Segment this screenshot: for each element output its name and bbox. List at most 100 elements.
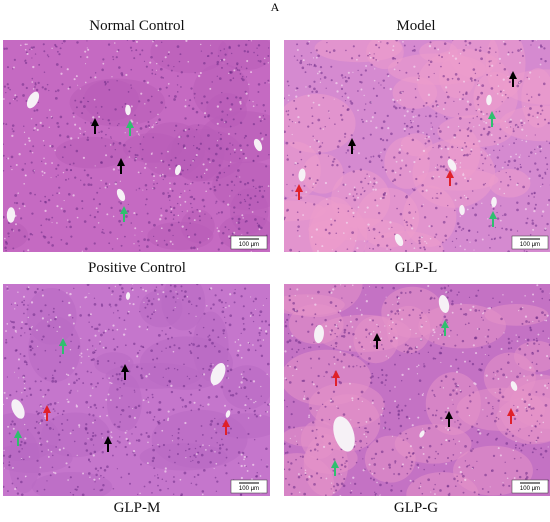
nucleus — [135, 189, 137, 191]
nucleus — [423, 248, 427, 251]
nucleus — [160, 284, 164, 286]
nucleus — [213, 345, 216, 348]
nucleus — [231, 217, 234, 220]
nucleus — [267, 55, 270, 57]
nucleus — [316, 458, 319, 461]
nucleus — [470, 449, 473, 453]
nucleus — [476, 441, 479, 444]
sinusoid — [102, 346, 105, 349]
nucleus — [214, 417, 216, 420]
nucleus — [17, 367, 20, 370]
nucleus — [382, 79, 385, 82]
nucleus — [68, 391, 72, 394]
nucleus — [465, 108, 469, 111]
nucleus — [313, 80, 316, 83]
nucleus — [527, 120, 530, 122]
nucleus — [454, 182, 458, 186]
nucleus — [357, 355, 359, 358]
nucleus — [10, 165, 12, 168]
sinusoid — [546, 387, 549, 389]
nucleus — [445, 318, 448, 322]
nucleus — [44, 349, 47, 352]
nucleus — [300, 55, 303, 57]
nucleus — [396, 309, 400, 313]
nucleus — [17, 228, 21, 232]
sinusoid — [105, 398, 108, 401]
nucleus — [122, 143, 126, 147]
nucleus — [237, 411, 241, 414]
sinusoid — [469, 241, 471, 243]
sinusoid — [110, 435, 112, 437]
sinusoid — [532, 320, 534, 323]
nucleus — [209, 187, 212, 191]
nucleus — [177, 443, 180, 446]
nucleus — [228, 228, 230, 231]
sinusoid — [114, 182, 117, 186]
nucleus — [313, 203, 316, 206]
nucleus — [525, 250, 528, 252]
sinusoid — [84, 81, 87, 84]
sinusoid — [203, 112, 207, 115]
nucleus — [447, 204, 449, 207]
sinusoid — [476, 328, 479, 330]
nucleus — [436, 164, 439, 166]
nucleus — [531, 361, 534, 364]
nucleus — [533, 447, 536, 450]
nucleus — [369, 477, 372, 480]
sinusoid — [403, 127, 406, 131]
sinusoid — [14, 329, 17, 332]
nucleus — [315, 243, 317, 245]
sinusoid — [92, 454, 95, 457]
nucleus — [371, 457, 373, 460]
tissue-region — [83, 79, 140, 121]
sinusoid — [329, 331, 331, 333]
sinusoid — [258, 115, 261, 119]
nucleus — [262, 104, 265, 107]
sinusoid — [459, 53, 462, 55]
sinusoid — [157, 89, 159, 91]
tissue-region — [488, 169, 531, 198]
nucleus — [444, 234, 447, 237]
sinusoid — [312, 101, 315, 104]
nucleus — [507, 337, 510, 340]
nucleus — [423, 363, 425, 365]
nucleus — [424, 410, 426, 412]
nucleus — [444, 146, 447, 149]
nucleus — [157, 244, 159, 246]
sinusoid — [51, 162, 53, 164]
nucleus — [430, 296, 433, 300]
nucleus — [474, 48, 478, 52]
nucleus — [137, 296, 139, 298]
nucleus — [479, 46, 482, 49]
sinusoid — [56, 205, 59, 208]
sinusoid — [33, 127, 37, 130]
nucleus — [376, 440, 379, 443]
nucleus — [202, 405, 204, 408]
sinusoid — [330, 291, 333, 294]
sinusoid — [294, 121, 297, 124]
sinusoid — [58, 448, 61, 451]
nucleus — [40, 224, 43, 227]
nucleus — [529, 170, 532, 173]
nucleus — [9, 320, 12, 322]
nucleus — [537, 123, 540, 126]
nucleus — [236, 437, 239, 439]
sinusoid — [48, 109, 51, 111]
nucleus — [531, 222, 535, 225]
nucleus — [475, 109, 477, 112]
nucleus — [139, 172, 142, 175]
sinusoid — [33, 170, 35, 172]
nucleus — [528, 393, 531, 396]
sinusoid — [205, 304, 208, 307]
nucleus — [118, 441, 121, 444]
nucleus — [183, 295, 186, 298]
nucleus — [336, 164, 339, 167]
nucleus — [329, 333, 332, 336]
nucleus — [445, 168, 448, 172]
sinusoid — [15, 331, 17, 333]
sinusoid — [309, 145, 312, 148]
nucleus — [533, 342, 536, 345]
nucleus — [385, 244, 389, 247]
nucleus — [436, 168, 439, 171]
nucleus — [496, 211, 498, 214]
